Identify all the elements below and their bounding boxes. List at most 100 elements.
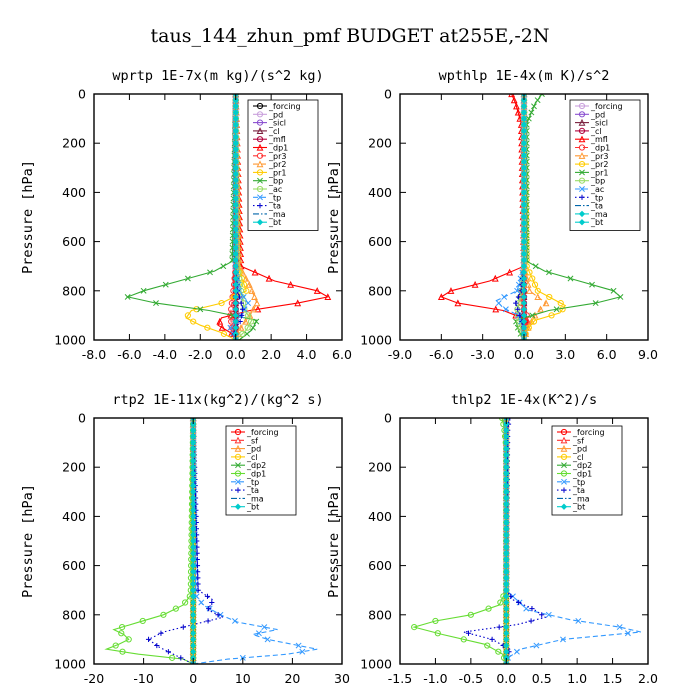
legend-entry: _forcing: [268, 102, 301, 111]
data-point: [232, 170, 239, 178]
data-point: [520, 244, 528, 251]
legend-entry: _tp: [572, 478, 585, 487]
data-point: [190, 470, 197, 477]
data-point: [207, 269, 213, 276]
legend-entry: _bp: [268, 177, 283, 186]
legend-entry: _ma: [572, 494, 590, 503]
data-point: [190, 617, 197, 625]
data-point: [242, 317, 249, 325]
legend-entry: _pd: [572, 445, 587, 454]
data-point: [589, 281, 595, 288]
data-point: [520, 176, 528, 184]
data-point: [190, 464, 197, 471]
data-point: [538, 94, 545, 97]
legend-marker: [578, 210, 586, 218]
data-point: [232, 176, 239, 184]
data-point: [520, 275, 528, 282]
legend-entry: _dp2: [572, 461, 592, 470]
x-tick-label: 9.0: [638, 347, 658, 362]
legend-entry: _bt: [246, 503, 259, 512]
data-point: [465, 630, 472, 636]
y-tick-label: 0: [78, 87, 86, 102]
data-point: [512, 311, 520, 319]
data-point: [503, 531, 510, 539]
data-point: [124, 293, 131, 300]
data-point: [503, 648, 510, 655]
data-point: [434, 630, 441, 637]
data-point: [232, 207, 239, 215]
data-point: [190, 574, 197, 582]
data-point: [520, 226, 528, 233]
data-point: [525, 115, 532, 122]
legend-entry: _ta: [246, 486, 259, 495]
data-point: [503, 574, 510, 582]
data-point: [220, 330, 228, 337]
data-point: [491, 274, 499, 282]
data-point: [485, 605, 492, 612]
data-point: [190, 543, 197, 551]
legend-marker: [256, 111, 264, 118]
y-tick-label: 600: [368, 558, 392, 573]
data-point: [162, 281, 169, 288]
legend-marker: [578, 127, 586, 134]
data-point: [557, 300, 564, 307]
data-point: [190, 562, 197, 569]
legend-marker: [560, 428, 568, 436]
legend-marker: [578, 135, 586, 143]
data-point: [232, 133, 239, 141]
legend-marker: [256, 185, 264, 193]
data-point: [190, 500, 197, 508]
data-point: [190, 556, 197, 563]
data-point: [503, 550, 510, 557]
data-point: [520, 127, 528, 135]
data-point: [503, 488, 510, 495]
data-point: [496, 624, 502, 630]
data-point: [520, 201, 528, 208]
data-point: [529, 606, 535, 612]
data-point: [503, 494, 510, 502]
data-point: [521, 337, 527, 340]
legend-entry: _pr1: [590, 168, 608, 177]
data-point: [190, 593, 197, 600]
data-point: [232, 256, 239, 264]
data-point: [232, 127, 239, 135]
data-point: [172, 605, 179, 612]
data-point: [190, 550, 197, 557]
data-point: [250, 305, 257, 313]
data-point: [190, 525, 197, 532]
data-point: [232, 337, 239, 340]
legend-entry: _bp: [590, 177, 605, 186]
x-tick-label: 20: [284, 671, 300, 686]
data-point: [520, 324, 528, 331]
data-point: [119, 648, 126, 655]
data-point: [503, 611, 510, 618]
data-point: [460, 636, 467, 643]
data-point: [190, 476, 197, 483]
data-point: [520, 152, 528, 159]
data-point: [520, 121, 528, 128]
data-point: [617, 293, 624, 300]
data-point: [190, 636, 197, 643]
data-point: [190, 587, 197, 594]
data-point: [204, 593, 211, 599]
x-tick-label: 1.5: [603, 671, 623, 686]
x-tick-label: -1.5: [388, 671, 412, 686]
data-point: [507, 418, 513, 421]
legend-entry: _bt: [590, 218, 603, 227]
y-tick-label: 200: [62, 136, 86, 151]
data-point: [232, 287, 239, 294]
x-tick-label: -10: [133, 671, 153, 686]
panel-title: wprtp 1E-7x(m kg)/(s^2 kg): [112, 68, 323, 84]
y-tick-label: 0: [78, 411, 86, 426]
legend-marker: [256, 119, 264, 126]
data-point: [190, 611, 197, 618]
legend-marker: [560, 503, 568, 510]
data-point: [118, 630, 125, 637]
data-point: [125, 636, 132, 643]
y-tick-label: 800: [62, 283, 86, 298]
data-point: [515, 294, 522, 300]
data-point: [232, 293, 239, 301]
data-point: [190, 439, 197, 446]
data-point: [520, 189, 528, 196]
x-tick-label: -4.0: [153, 347, 177, 362]
